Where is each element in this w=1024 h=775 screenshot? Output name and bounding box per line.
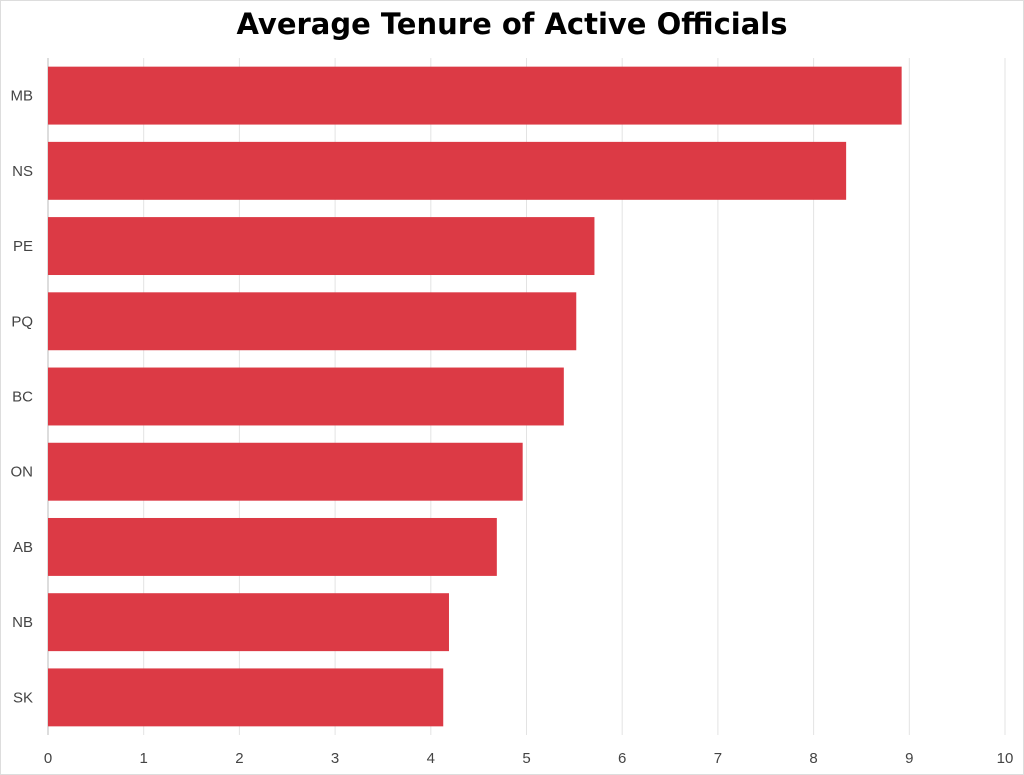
category-label: NS (12, 163, 33, 180)
bar-mb (48, 66, 902, 125)
bar-sk (48, 668, 444, 727)
x-tick-label: 9 (905, 750, 913, 767)
x-tick-label: 1 (140, 750, 148, 767)
x-tick-label: 10 (997, 750, 1014, 767)
bar-bc (48, 367, 564, 426)
category-label: ON (11, 464, 34, 481)
category-label: PQ (11, 313, 33, 330)
category-label: MB (11, 88, 34, 105)
bar-pe (48, 217, 595, 276)
x-tick-label: 3 (331, 750, 339, 767)
x-tick-label: 2 (235, 750, 243, 767)
bar-ab (48, 517, 497, 576)
x-tick-labels: 0 1 2 3 4 5 6 7 8 9 10 (44, 750, 1014, 767)
category-label: SK (13, 689, 33, 706)
x-tick-label: 4 (427, 750, 435, 767)
category-labels: MB NS PE PQ BC ON AB NB SK (11, 88, 34, 707)
bar-on (48, 442, 523, 501)
category-label: AB (13, 539, 33, 556)
chart-title: Average Tenure of Active Officials (236, 7, 788, 41)
category-label: BC (12, 389, 33, 406)
bars (48, 66, 902, 727)
bar-ns (48, 141, 847, 200)
x-tick-label: 5 (522, 750, 530, 767)
category-label: PE (13, 238, 33, 255)
x-tick-label: 0 (44, 750, 52, 767)
bar-nb (48, 593, 449, 652)
x-tick-label: 7 (714, 750, 722, 767)
category-label: NB (12, 614, 33, 631)
x-tick-label: 6 (618, 750, 626, 767)
x-tick-label: 8 (809, 750, 817, 767)
bar-pq (48, 292, 577, 351)
